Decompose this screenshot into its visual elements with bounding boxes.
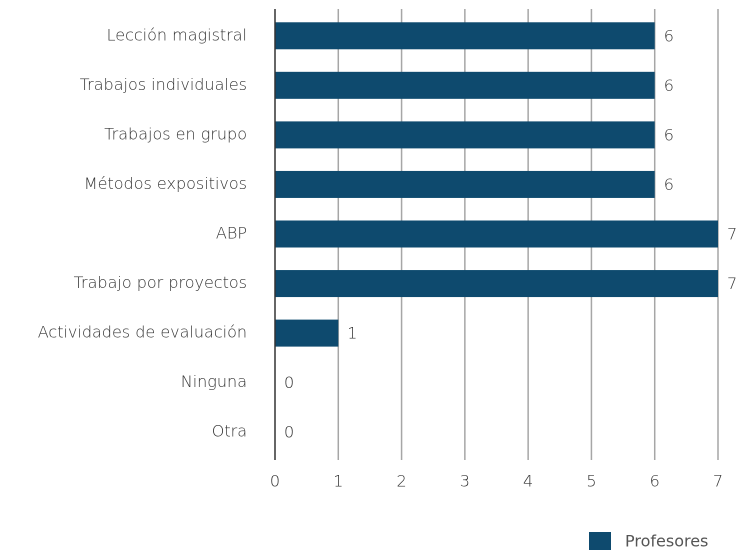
x-tick-label: 0: [270, 472, 280, 491]
bar: [275, 22, 655, 50]
bar: [275, 270, 718, 298]
data-label: 7: [727, 225, 737, 244]
x-tick-label: 5: [586, 472, 596, 491]
y-tick-label: Métodos expositivos: [84, 174, 247, 193]
y-tick-label: Trabajos individuales: [80, 75, 247, 94]
data-label: 7: [727, 274, 737, 293]
bar: [275, 71, 655, 99]
data-label: 1: [347, 324, 357, 343]
y-tick-label: Trabajo por proyectos: [74, 273, 247, 292]
legend-label: Profesores: [625, 532, 708, 550]
data-label: 6: [664, 26, 674, 45]
y-tick-label: Otra: [212, 422, 247, 441]
bar: [275, 121, 655, 149]
x-tick-label: 3: [460, 472, 470, 491]
x-tick-label: 2: [396, 472, 406, 491]
y-tick-label: Trabajos en grupo: [104, 124, 247, 143]
bar: [275, 319, 339, 347]
data-label: 6: [664, 175, 674, 194]
data-label: 0: [284, 423, 294, 442]
x-tick-label: 4: [523, 472, 533, 491]
x-tick-label: 1: [333, 472, 343, 491]
data-label: 0: [284, 373, 294, 392]
x-tick-label: 7: [713, 472, 723, 491]
data-label: 6: [664, 76, 674, 95]
data-label: 6: [664, 125, 674, 144]
y-tick-label: Lección magistral: [107, 25, 247, 44]
bar: [275, 220, 718, 248]
y-tick-label: ABP: [216, 224, 247, 243]
x-tick-label: 6: [650, 472, 660, 491]
y-tick-label: Ninguna: [181, 372, 247, 391]
legend-swatch: [589, 532, 611, 550]
y-tick-label: Actividades de evaluación: [38, 323, 247, 342]
bar: [275, 170, 655, 198]
